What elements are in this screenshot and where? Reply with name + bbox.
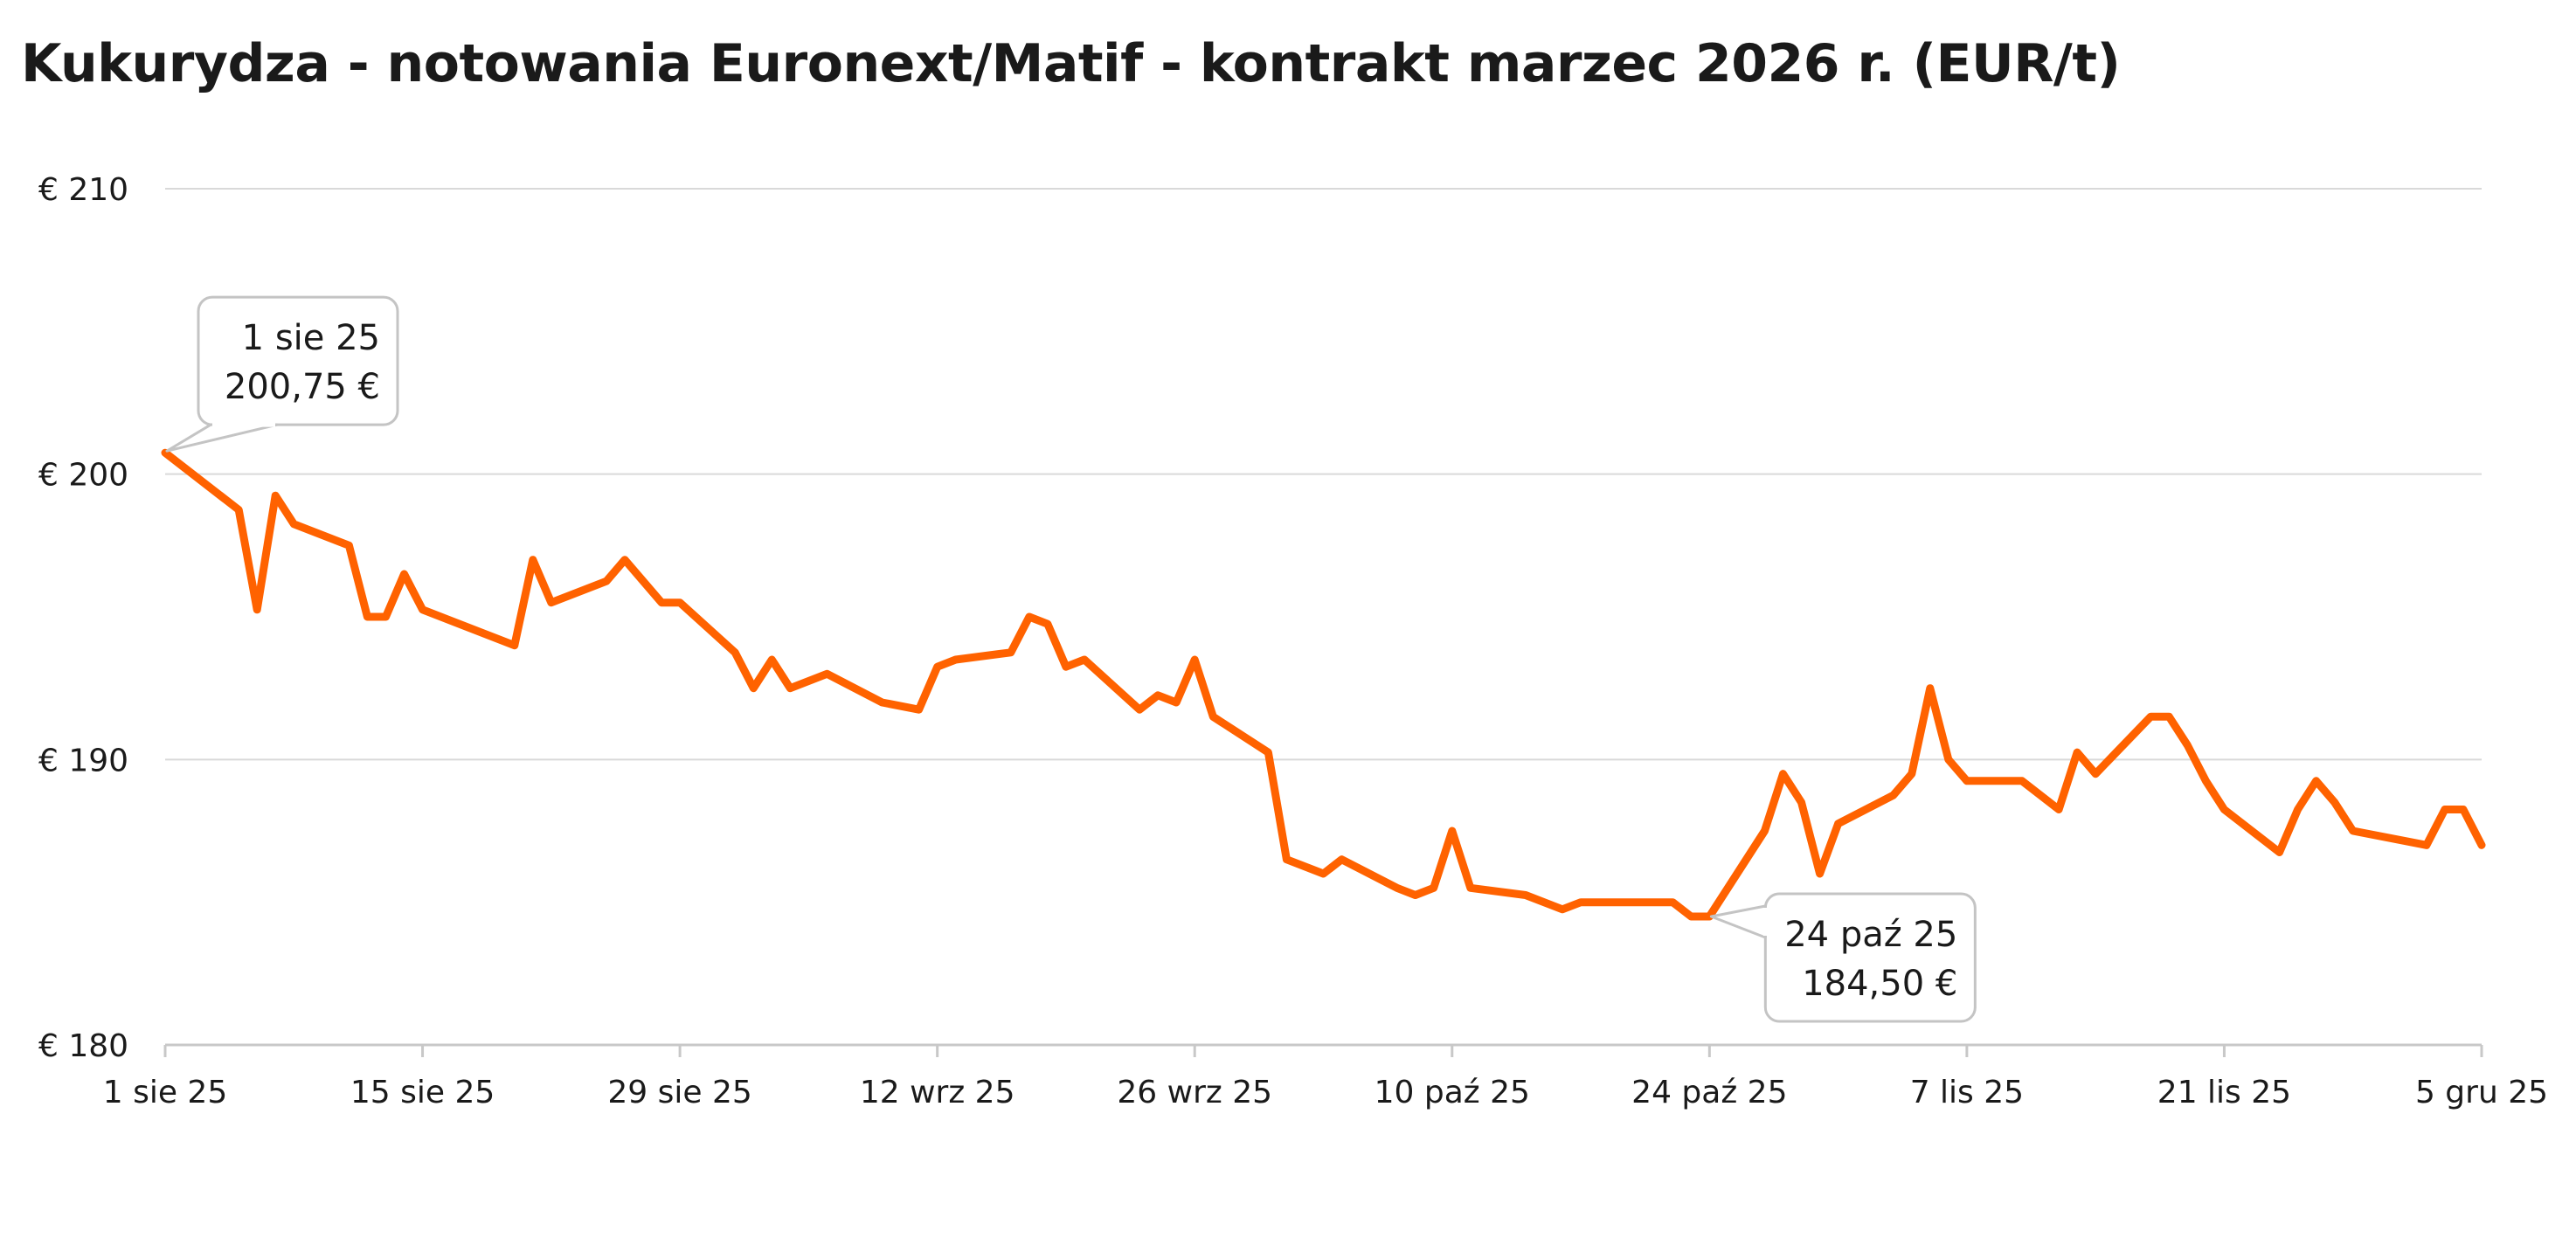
x-tick-label: 1 sie 25 — [103, 1075, 228, 1110]
y-tick-label: € 190 — [38, 743, 128, 778]
x-axis — [163, 1043, 2483, 1057]
annotation-callout: 1 sie 25 200,75 € — [165, 295, 399, 453]
y-tick-label: € 180 — [38, 1028, 128, 1064]
callout-box — [1763, 892, 1977, 1023]
chart-title: Kukurydza - notowania Euronext/Matif - k… — [21, 33, 2121, 94]
callout-pointer — [1709, 904, 1767, 939]
y-tick-label: € 210 — [38, 172, 128, 208]
x-tick-label: 5 gru 25 — [2415, 1075, 2548, 1110]
x-tick-label: 12 wrz 25 — [860, 1075, 1015, 1110]
y-tick-label: € 200 — [38, 458, 128, 494]
annotation-callout: 24 paź 25 184,50 € — [1709, 892, 1977, 1023]
series-line — [161, 448, 2486, 921]
x-tick-label: 15 sie 25 — [350, 1075, 495, 1110]
callout-box — [197, 295, 399, 426]
gridlines — [165, 188, 2482, 761]
x-tick-label: 26 wrz 25 — [1117, 1075, 1272, 1110]
x-tick-label: 7 lis 25 — [1910, 1075, 2024, 1110]
y-axis-tick-labels: € 180 € 190 € 200 € 210 — [38, 172, 128, 1064]
annotations: 1 sie 25 200,75 € 24 paź 25 184,50 € — [165, 295, 1977, 1023]
callout-date-label: 24 paź 25 — [1784, 915, 1957, 955]
x-tick-label: 21 lis 25 — [2157, 1075, 2291, 1110]
x-axis-tick-labels: 1 sie 25 15 sie 25 29 sie 25 12 wrz 25 26 wr… — [103, 1075, 2548, 1110]
callout-value-label: 200,75 € — [225, 367, 380, 407]
series-layer — [161, 448, 2486, 921]
x-tick-label: 10 paź 25 — [1375, 1075, 1530, 1110]
x-tick-label: 24 paź 25 — [1631, 1075, 1787, 1110]
callout-date-label: 1 sie 25 — [242, 318, 380, 358]
callout-pointer — [165, 423, 279, 453]
callout-value-label: 184,50 € — [1802, 964, 1957, 1004]
x-tick-label: 29 sie 25 — [607, 1075, 751, 1110]
